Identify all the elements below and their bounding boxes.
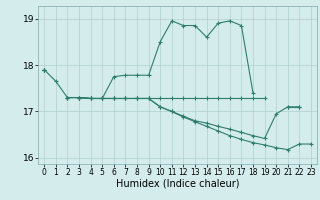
- X-axis label: Humidex (Indice chaleur): Humidex (Indice chaleur): [116, 179, 239, 189]
